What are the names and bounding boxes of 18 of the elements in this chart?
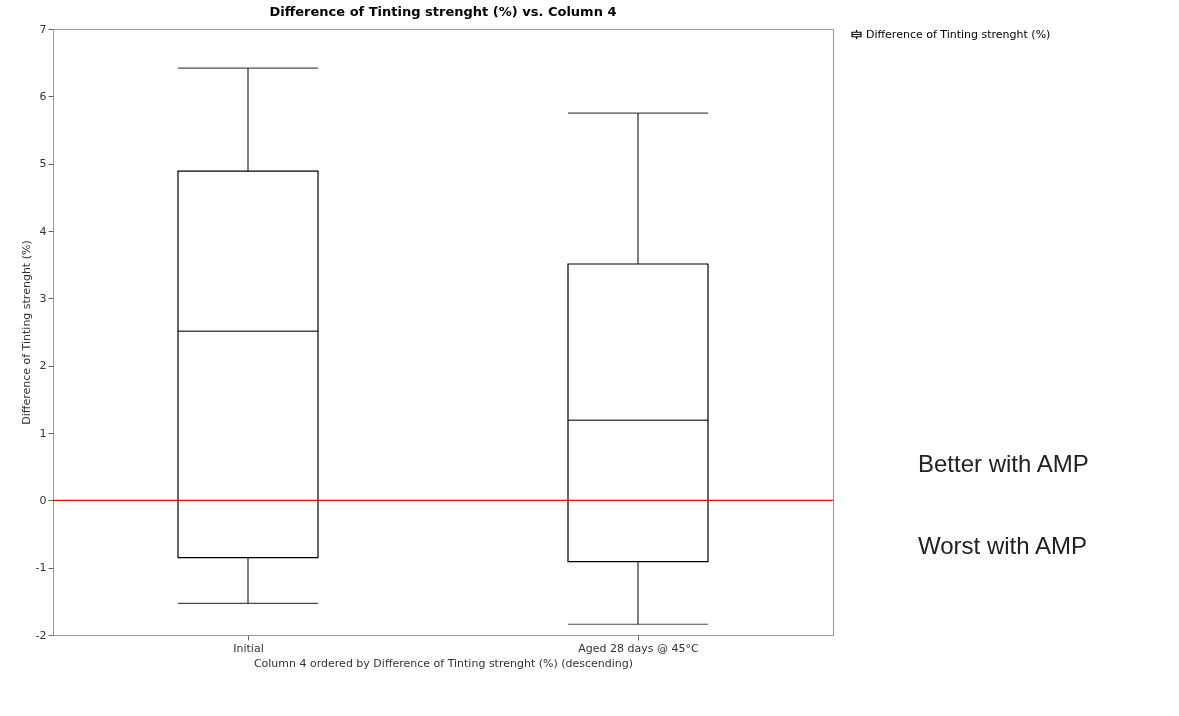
text: Worst with AMP xyxy=(918,532,1087,560)
text: Better with AMP xyxy=(918,450,1089,478)
y-tick-label: 5 xyxy=(39,157,47,171)
x-tick-label: Initial xyxy=(233,641,264,655)
y-tick-label: 1 xyxy=(39,426,47,440)
y-tick-label: 4 xyxy=(39,224,47,238)
y-axis-title: Difference of Tinting strenght (%) xyxy=(19,240,33,425)
x-tick-label: Aged 28 days @ 45°C xyxy=(578,641,700,655)
y-tick-label: -2 xyxy=(35,628,47,642)
y-tick-label: 3 xyxy=(39,291,47,305)
y-tick-label: 2 xyxy=(39,359,47,373)
y-tick-label: 6 xyxy=(39,89,47,103)
y-tick-label: 0 xyxy=(39,493,47,507)
y-tick-label: 7 xyxy=(39,22,47,36)
legend-label: Difference of Tinting strenght (%) xyxy=(866,27,1051,41)
y-tick-label: -1 xyxy=(35,561,47,575)
chart-title: Difference of Tinting strenght (%) vs. Column 4 xyxy=(269,4,617,19)
x-axis-title: Column 4 ordered by Difference of Tinting strenght (%) (descending) xyxy=(253,656,634,670)
